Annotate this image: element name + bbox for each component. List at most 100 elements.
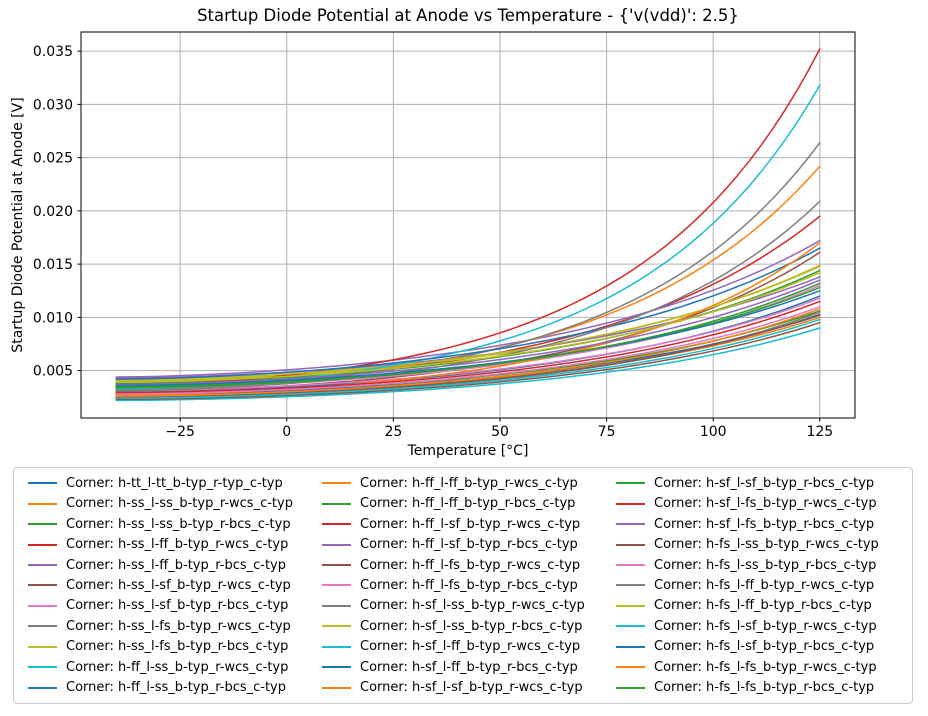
series-line-15 xyxy=(115,313,821,398)
legend-item-label: Corner: h-ss_l-sf_b-typ_r-wcs_c-typ xyxy=(66,577,291,593)
y-tick-label: 0.025 xyxy=(33,151,73,167)
legend-item: Corner: h-ff_l-ff_b-typ_r-wcs_c-typ xyxy=(316,473,610,493)
legend-item-label: Corner: h-ff_l-ff_b-typ_r-wcs_c-typ xyxy=(360,475,578,491)
legend-item-label: Corner: h-fs_l-ff_b-typ_r-bcs_c-typ xyxy=(654,598,872,614)
legend-item: Corner: h-ss_l-fs_b-typ_r-bcs_c-typ xyxy=(22,637,316,657)
legend-line-sample xyxy=(322,645,351,648)
legend-line-sample xyxy=(616,482,645,485)
legend-item: Corner: h-sf_l-ss_b-typ_r-bcs_c-typ xyxy=(316,616,610,636)
legend-item: Corner: h-ff_l-sf_b-typ_r-wcs_c-typ xyxy=(316,514,610,534)
legend-item-label: Corner: h-ff_l-ff_b-typ_r-bcs_c-typ xyxy=(360,496,576,512)
x-tick-label: 125 xyxy=(806,424,833,440)
legend-item: Corner: h-sf_l-sf_b-typ_r-bcs_c-typ xyxy=(610,473,904,493)
legend-item: Corner: h-ff_l-sf_b-typ_r-bcs_c-typ xyxy=(316,534,610,554)
legend-item-label: Corner: h-fs_l-sf_b-typ_r-bcs_c-typ xyxy=(654,639,875,655)
legend-item-label: Corner: h-fs_l-ss_b-typ_r-bcs_c-typ xyxy=(654,557,877,573)
y-tick-label: 0.020 xyxy=(33,204,73,220)
legend-item-label: Corner: h-ff_l-ss_b-typ_r-bcs_c-typ xyxy=(66,680,286,696)
legend-line-sample xyxy=(28,523,57,526)
legend-item: Corner: h-ff_l-ss_b-typ_r-wcs_c-typ xyxy=(22,657,316,677)
series-line-16 xyxy=(115,297,821,392)
x-tick-label: 25 xyxy=(384,424,402,440)
legend-item: Corner: h-sf_l-sf_b-typ_r-wcs_c-typ xyxy=(316,678,610,698)
legend-item-label: Corner: h-fs_l-sf_b-typ_r-wcs_c-typ xyxy=(654,618,877,634)
legend-item: Corner: h-sf_l-ff_b-typ_r-wcs_c-typ xyxy=(316,637,610,657)
axis-ticks: −25 0 25 50 75 100 125 0.005 0.010 0.015 0.020 0.02… xyxy=(33,44,833,440)
legend-line-sample xyxy=(616,584,645,587)
legend-item-label: Corner: h-ss_l-ss_b-typ_r-wcs_c-typ xyxy=(66,496,293,512)
legend-line-sample xyxy=(322,502,351,505)
legend-line-sample xyxy=(322,625,351,628)
legend-line-sample xyxy=(28,645,57,648)
legend-line-sample xyxy=(28,564,57,567)
legend-item: Corner: h-fs_l-ss_b-typ_r-wcs_c-typ xyxy=(610,534,904,554)
axes-spines xyxy=(80,31,856,419)
y-tick-label: 0.035 xyxy=(33,44,73,60)
legend-item: Corner: h-fs_l-sf_b-typ_r-bcs_c-typ xyxy=(610,637,904,657)
legend-item: Corner: h-sf_l-fs_b-typ_r-bcs_c-typ xyxy=(610,514,904,534)
legend-item-label: Corner: h-ff_l-fs_b-typ_r-wcs_c-typ xyxy=(360,557,581,573)
legend-item: Corner: h-sf_l-fs_b-typ_r-wcs_c-typ xyxy=(610,493,904,513)
legend-item-label: Corner: h-ff_l-fs_b-typ_r-bcs_c-typ xyxy=(360,577,578,593)
series-line-9 xyxy=(115,327,821,402)
legend-line-sample xyxy=(616,502,645,505)
legend-line-sample xyxy=(322,523,351,526)
legend-item-label: Corner: h-ff_l-sf_b-typ_r-bcs_c-typ xyxy=(360,537,578,553)
legend-line-sample xyxy=(28,604,57,607)
y-tick-label: 0.030 xyxy=(33,97,73,113)
series-line-17 xyxy=(115,141,821,391)
legend-line-sample xyxy=(322,543,351,546)
legend-item-label: Corner: h-ss_l-ff_b-typ_r-wcs_c-typ xyxy=(66,537,289,553)
grid-lines xyxy=(81,32,855,418)
legend-item: Corner: h-ss_l-fs_b-typ_r-wcs_c-typ xyxy=(22,616,316,636)
legend-item: Corner: h-ff_l-ss_b-typ_r-bcs_c-typ xyxy=(22,678,316,698)
legend-line-sample xyxy=(616,523,645,526)
legend-item-label: Corner: h-ff_l-sf_b-typ_r-wcs_c-typ xyxy=(360,516,581,532)
legend-item-label: Corner: h-tt_l-tt_b-typ_r-typ_c-typ xyxy=(66,475,283,491)
legend-item-label: Corner: h-ss_l-sf_b-typ_r-bcs_c-typ xyxy=(66,598,289,614)
legend-item: Corner: h-ss_l-ff_b-typ_r-bcs_c-typ xyxy=(22,555,316,575)
series-line-26 xyxy=(115,305,821,395)
legend-line-sample xyxy=(322,686,351,689)
axes-border xyxy=(80,31,856,419)
legend: Corner: h-tt_l-tt_b-typ_r-typ_c-typ Corne… xyxy=(13,467,913,704)
legend-line-sample xyxy=(616,543,645,546)
legend-item-label: Corner: h-fs_l-ff_b-typ_r-wcs_c-typ xyxy=(654,577,875,593)
x-axis-label: Temperature [°C] xyxy=(407,443,529,459)
y-tick-label: 0.015 xyxy=(33,257,73,273)
legend-item-label: Corner: h-fs_l-ss_b-typ_r-wcs_c-typ xyxy=(654,537,879,553)
legend-item: Corner: h-fs_l-ff_b-typ_r-bcs_c-typ xyxy=(610,596,904,616)
legend-line-sample xyxy=(616,625,645,628)
x-tick-label: −25 xyxy=(165,424,195,440)
legend-line-sample xyxy=(616,666,645,669)
chart-title: Startup Diode Potential at Anode vs Temp… xyxy=(197,6,739,25)
legend-line-sample xyxy=(28,584,57,587)
series-line-24 xyxy=(115,279,821,386)
legend-item: Corner: h-sf_l-ss_b-typ_r-wcs_c-typ xyxy=(316,596,610,616)
y-tick-label: 0.005 xyxy=(33,364,73,380)
legend-item-label: Corner: h-ss_l-fs_b-typ_r-wcs_c-typ xyxy=(66,618,291,634)
legend-item-label: Corner: h-ss_l-ss_b-typ_r-bcs_c-typ xyxy=(66,516,291,532)
series-line-25 xyxy=(115,321,821,401)
series-line-20 xyxy=(115,247,821,380)
legend-item-label: Corner: h-ss_l-ff_b-typ_r-bcs_c-typ xyxy=(66,557,286,573)
legend-item: Corner: h-ss_l-ss_b-typ_r-wcs_c-typ xyxy=(22,493,316,513)
legend-item: Corner: h-fs_l-fs_b-typ_r-wcs_c-typ xyxy=(610,657,904,677)
legend-item-label: Corner: h-sf_l-fs_b-typ_r-bcs_c-typ xyxy=(654,516,875,532)
legend-line-sample xyxy=(616,645,645,648)
legend-line-sample xyxy=(616,564,645,567)
legend-item: Corner: h-ss_l-sf_b-typ_r-wcs_c-typ xyxy=(22,575,316,595)
legend-item-label: Corner: h-sf_l-ff_b-typ_r-bcs_c-typ xyxy=(360,659,578,675)
legend-item: Corner: h-tt_l-tt_b-typ_r-typ_c-typ xyxy=(22,473,316,493)
legend-line-sample xyxy=(322,564,351,567)
x-tick-label: 50 xyxy=(491,424,509,440)
y-tick-label: 0.010 xyxy=(33,310,73,326)
series-line-29 xyxy=(115,318,821,400)
series-line-28 xyxy=(115,271,821,384)
legend-item-label: Corner: h-ss_l-fs_b-typ_r-bcs_c-typ xyxy=(66,639,289,655)
legend-line-sample xyxy=(322,584,351,587)
legend-line-sample xyxy=(28,482,57,485)
legend-line-sample xyxy=(322,482,351,485)
y-axis-label: Startup Diode Potential at Anode [V] xyxy=(10,97,26,352)
